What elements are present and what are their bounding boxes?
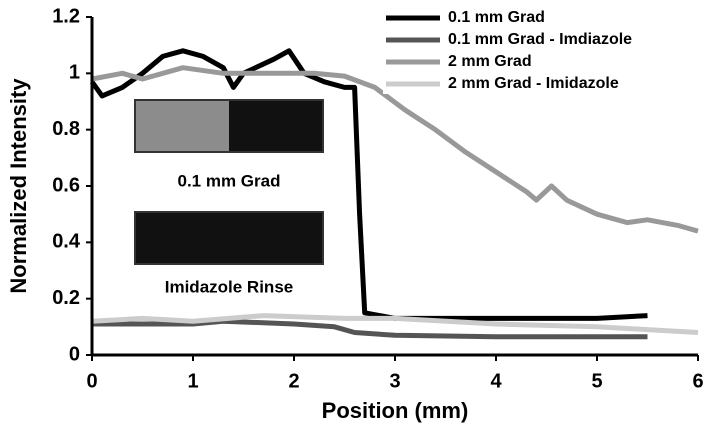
inset-image-bright	[135, 100, 229, 152]
y-tick-label: 1.2	[52, 5, 80, 27]
data-line	[89, 48, 648, 321]
data-line	[91, 313, 699, 335]
y-tick-label: 0.8	[52, 118, 80, 140]
legend-label: 0.1 mm Grad - Imdiazole	[448, 31, 632, 48]
legend-label: 2 mm Grad	[448, 53, 532, 70]
x-tick-label: 4	[490, 370, 502, 392]
x-tick-label: 0	[86, 370, 97, 392]
data-line	[92, 318, 648, 340]
legend-bg	[383, 52, 708, 72]
legend-bg	[383, 74, 708, 94]
y-tick-label: 0	[69, 343, 80, 365]
x-tick-label: 1	[187, 370, 198, 392]
y-tick-label: 0.4	[52, 231, 81, 253]
data-line	[91, 65, 699, 234]
y-tick-label: 0.2	[52, 287, 80, 309]
legend-bg	[383, 8, 708, 28]
x-tick-label: 2	[288, 370, 299, 392]
y-tick-label: 1	[69, 62, 80, 84]
inset-image-frame	[134, 99, 324, 153]
inset-image-rinse	[134, 211, 324, 265]
legend-label: 2 mm Grad - Imidazole	[448, 75, 619, 92]
x-axis-label: Position (mm)	[322, 398, 469, 423]
x-tick-label: 5	[591, 370, 602, 392]
inset-image-dark	[229, 100, 323, 152]
legend-bg	[383, 30, 708, 50]
x-tick-label: 6	[692, 370, 703, 392]
annotation: Imidazole Rinse	[165, 277, 293, 296]
annotation: 0.1 mm Grad	[178, 171, 281, 190]
y-axis-label: Normalized Intensity	[6, 78, 31, 294]
legend-label: 0.1 mm Grad	[448, 9, 545, 26]
y-tick-label: 0.6	[52, 174, 80, 196]
x-tick-label: 3	[389, 370, 400, 392]
